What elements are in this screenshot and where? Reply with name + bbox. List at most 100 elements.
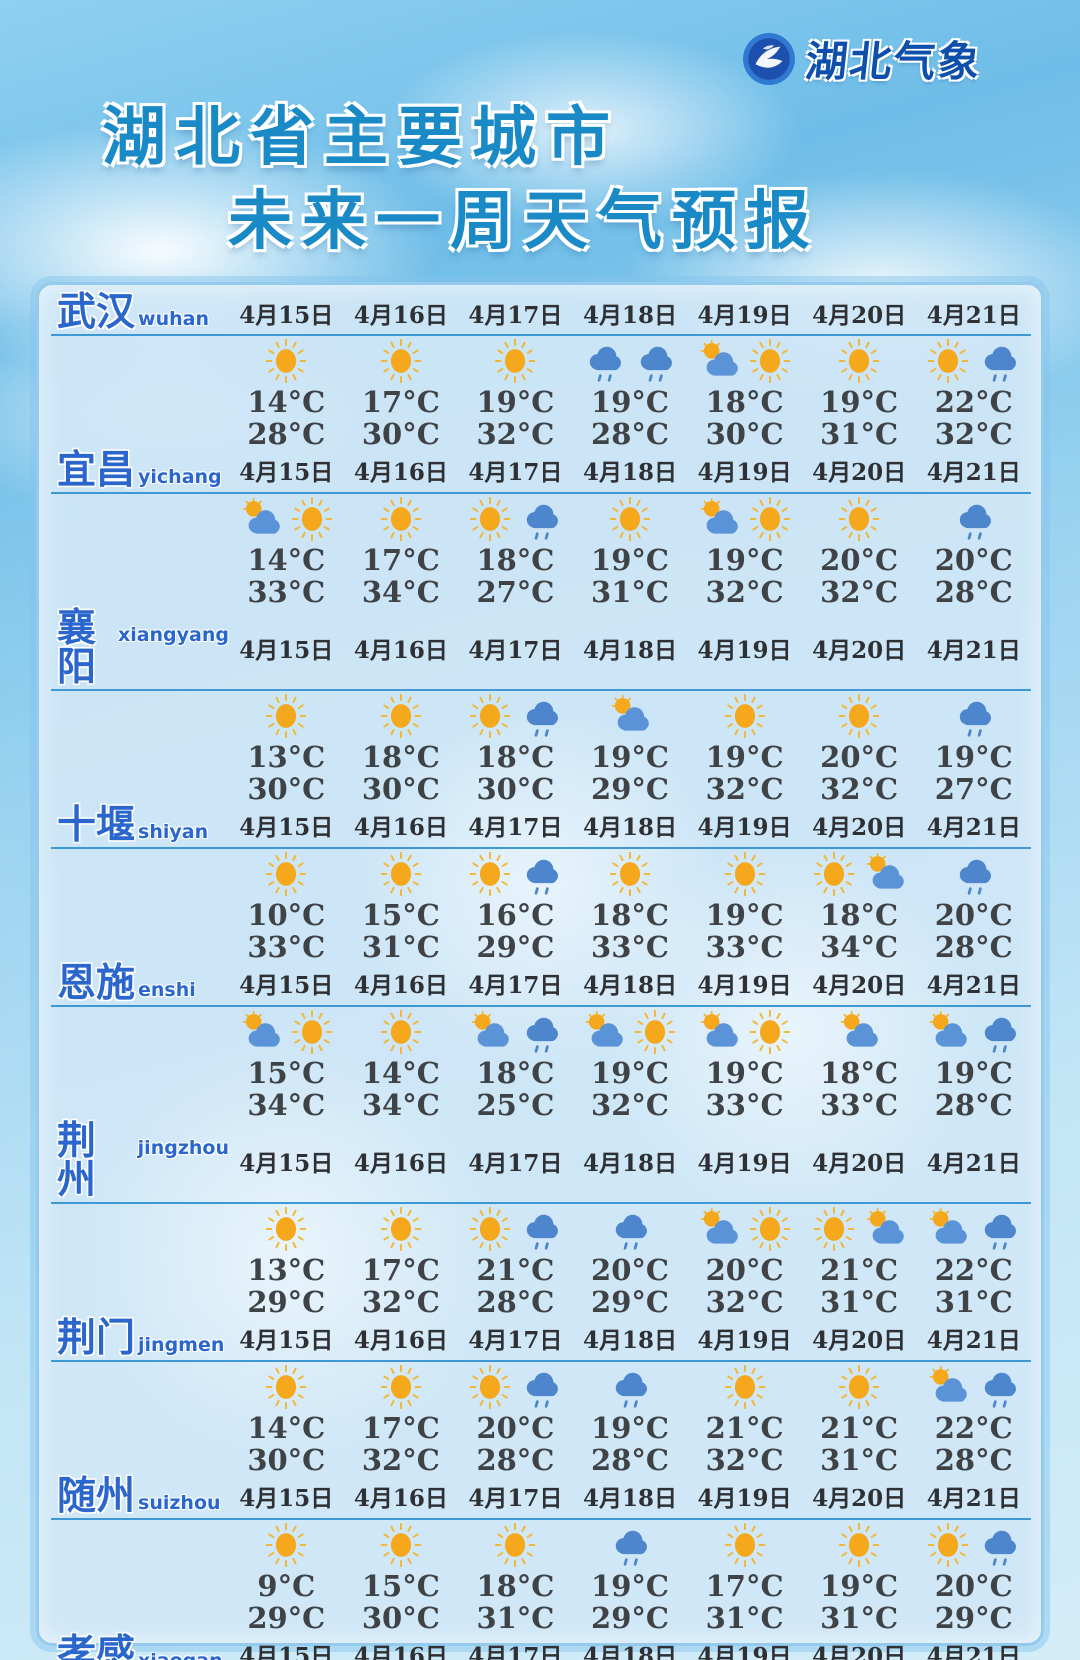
temperature-cell: 18°C 30°C [458,740,573,807]
temperature-cell: 17°C 32°C [344,1411,459,1478]
date-label: 4月19日 [697,636,792,664]
high-temperature: 31°C [820,1601,899,1636]
low-temperature: 18°C [476,542,555,577]
high-temperature: 30°C [361,417,440,452]
date-label: 4月20日 [812,972,907,1000]
date-label: 4月18日 [582,636,677,664]
sun-icon [749,1206,791,1251]
high-temperature: 30°C [361,772,440,807]
city-header-row: 武汉 wuhan 4月15日 4月16日 4月17日 4月18日 4月19日 4月20日 4月… [51,293,1031,336]
high-temperature: 29°C [934,1601,1013,1636]
high-temperature: 28°C [934,575,1013,610]
high-temperature: 31°C [591,575,669,610]
date-label: 4月18日 [582,972,677,1000]
city-forecast-row: 荆州 jingzhou 4月15日 4月16日 4月17日 4月18日 4月19日 4月20… [51,1122,1031,1319]
weather-icons-cell [344,1007,459,1057]
weather-icons-cell [916,1362,1031,1412]
city-name: 孝感 [57,1631,136,1660]
high-temperature: 32°C [361,1285,440,1320]
weather-icons-cell [344,1520,459,1570]
city-temps-row: 13°C 30°C 18°C 30°C 18°C 30°C 19°C 29°C 19°C 32°C… [51,739,1031,807]
low-temperature: 9°C [257,1568,316,1603]
temperature-cell: 19°C 31°C [802,386,917,451]
sun-icon [838,496,880,541]
city-label: 孝感xiaogan [51,1635,229,1660]
date-label: 4月20日 [812,301,907,329]
city-icons-row [51,1204,1031,1254]
city-label: 恩施 enshi [51,964,229,1003]
temperature-cell: 14°C 33°C [229,543,344,608]
sun-icon [813,851,854,896]
sun-icon [469,693,511,738]
high-temperature: 32°C [361,1443,440,1478]
low-temperature: 18°C [361,739,440,774]
weather-icons-cell [687,1007,802,1057]
low-temperature: 20°C [820,739,899,774]
city-pinyin: yichang [138,465,222,488]
date-label: 4月16日 [353,1327,448,1355]
high-temperature: 34°C [820,930,899,965]
city-forecast-row: 恩施 enshi 4月15日 4月16日 4月17日 4月18日 4月19日 4月20日 4月… [51,964,1031,1122]
rain-cloud-icon [984,1017,1017,1053]
weather-icons-cell [458,494,573,544]
rain-cloud-icon [959,859,991,895]
date-label: 4月20日 [812,814,907,842]
city-pinyin: suizhou [138,1491,221,1514]
rain-cloud-icon [615,1372,647,1408]
high-temperature: 32°C [820,772,899,807]
high-temperature: 32°C [705,575,784,610]
temperature-cell: 19°C 28°C [573,386,688,451]
weather-icons-cell [344,691,459,741]
city-forecast-row: 十堰 shiyan 4月15日 4月16日 4月17日 4月18日 4月19日 4月20日 4… [51,806,1031,964]
high-temperature: 25°C [476,1088,555,1123]
city-name: 襄阳 [57,605,97,690]
weather-icons-cell [802,1007,917,1057]
temperature-cell: 19°C 31°C [802,1569,917,1636]
temperature-cell: 19°C 28°C [573,1411,688,1478]
sun-icon [380,693,422,738]
forecast-table: 武汉 wuhan 4月15日 4月16日 4月17日 4月18日 4月19日 4月20日 4月… [36,282,1044,1660]
low-temperature: 19°C [705,897,784,932]
temperature-cell: 14°C 28°C [229,386,344,451]
high-temperature: 30°C [476,772,555,807]
weather-icons-cell [802,849,917,899]
date-label: 4月21日 [926,814,1021,842]
temperature-cell: 10°C 33°C [229,898,344,963]
high-temperature: 31°C [820,1285,899,1320]
rain-cloud-icon [984,1530,1017,1566]
high-temperature: 28°C [591,1443,669,1478]
sun-behind-cloud-icon [929,1365,967,1402]
sun-icon [609,496,651,541]
temperature-cell: 20°C 29°C [573,1253,688,1318]
sun-icon [266,693,307,738]
high-temperature: 29°C [591,1601,669,1636]
date-label: 4月20日 [812,1327,907,1355]
city-icons-row [51,1007,1031,1057]
logo: 湖北气象 [742,28,984,89]
high-temperature: 32°C [476,417,555,452]
city-pinyin: xiangyang [117,623,229,646]
city-header-row: 襄阳 xiangyang 4月15日 4月16日 4月17日 4月18日 4月19日 4月2… [51,609,1031,691]
date-label: 4月18日 [582,1485,677,1513]
city-temps-row: 13°C 29°C 17°C 32°C 21°C 28°C 20°C 29°C 20°C 32°C… [51,1253,1031,1320]
low-temperature: 20°C [820,542,899,577]
date-label: 4月15日 [239,1149,334,1177]
city-forecast-row: 孝感xiaogan 4月15日 4月16日 4月17日 4月18日 4月19日 4月20日… [51,1635,1031,1660]
date-label: 4月19日 [697,459,792,487]
temperature-cell: 9°C 29°C [229,1568,344,1634]
date-label: 4月21日 [926,636,1021,664]
high-temperature: 28°C [476,1443,555,1478]
weather-icons-cell [229,336,344,386]
temperature-cell: 13°C 29°C [229,1253,344,1318]
weather-icons-cell [802,494,917,544]
date-label: 4月16日 [353,1485,448,1513]
sun-behind-cloud-icon [929,1010,967,1047]
weather-icons-cell [229,691,344,741]
high-temperature: 31°C [820,1443,899,1478]
low-temperature: 17°C [705,1568,784,1603]
date-label: 4月17日 [468,301,563,329]
rain-cloud-icon [526,859,558,895]
weather-icons-cell [916,494,1031,544]
sun-icon [469,851,511,896]
low-temperature: 19°C [934,1055,1013,1090]
